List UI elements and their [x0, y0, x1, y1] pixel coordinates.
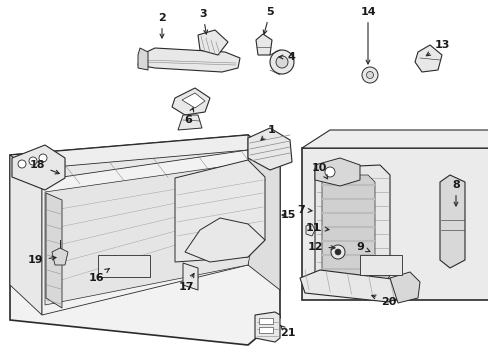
- Bar: [359, 255, 401, 275]
- Polygon shape: [321, 175, 374, 278]
- Text: 10: 10: [311, 163, 327, 179]
- Text: 16: 16: [88, 269, 109, 283]
- Polygon shape: [314, 165, 389, 285]
- Polygon shape: [138, 48, 148, 70]
- Polygon shape: [10, 155, 42, 315]
- Polygon shape: [172, 88, 209, 115]
- Polygon shape: [42, 150, 247, 315]
- Text: 9: 9: [355, 242, 369, 252]
- Text: 7: 7: [296, 205, 311, 215]
- Polygon shape: [184, 218, 264, 262]
- Polygon shape: [254, 312, 280, 342]
- Polygon shape: [10, 135, 280, 345]
- Polygon shape: [247, 135, 280, 290]
- Polygon shape: [198, 30, 227, 55]
- Circle shape: [366, 72, 373, 78]
- Bar: [259, 327, 272, 333]
- Polygon shape: [46, 193, 62, 308]
- Polygon shape: [314, 158, 359, 186]
- Polygon shape: [183, 263, 198, 290]
- Circle shape: [330, 245, 345, 259]
- Circle shape: [334, 249, 340, 255]
- Text: 14: 14: [360, 7, 375, 64]
- Text: 11: 11: [305, 223, 328, 233]
- Polygon shape: [305, 224, 314, 236]
- Text: 19: 19: [28, 255, 56, 265]
- Circle shape: [361, 67, 377, 83]
- Text: 3: 3: [199, 9, 207, 34]
- Text: 1: 1: [261, 125, 275, 140]
- Circle shape: [275, 56, 287, 68]
- Text: 6: 6: [183, 108, 193, 125]
- Text: 15: 15: [280, 210, 295, 220]
- Polygon shape: [45, 163, 264, 305]
- Polygon shape: [389, 272, 419, 303]
- Polygon shape: [256, 34, 271, 55]
- Polygon shape: [52, 248, 68, 265]
- Circle shape: [18, 160, 26, 168]
- Polygon shape: [10, 135, 280, 180]
- Polygon shape: [439, 175, 464, 268]
- Text: 18: 18: [30, 160, 59, 174]
- Text: 12: 12: [307, 242, 334, 252]
- Polygon shape: [20, 150, 267, 188]
- Polygon shape: [12, 145, 65, 190]
- Polygon shape: [302, 148, 488, 300]
- Polygon shape: [299, 270, 407, 302]
- Circle shape: [269, 50, 293, 74]
- Circle shape: [325, 167, 334, 177]
- Circle shape: [39, 154, 47, 162]
- Text: 5: 5: [263, 7, 273, 34]
- Polygon shape: [175, 160, 264, 262]
- Polygon shape: [414, 45, 441, 72]
- Text: 8: 8: [451, 180, 459, 206]
- Polygon shape: [138, 48, 240, 72]
- Text: 17: 17: [178, 274, 194, 292]
- Text: 21: 21: [280, 325, 295, 338]
- Text: 13: 13: [426, 40, 449, 56]
- Text: 20: 20: [371, 295, 395, 307]
- Circle shape: [29, 157, 37, 165]
- Polygon shape: [178, 115, 202, 130]
- Bar: [259, 318, 272, 324]
- Polygon shape: [182, 93, 204, 108]
- Bar: [98, 255, 150, 277]
- Text: 4: 4: [279, 52, 294, 62]
- Polygon shape: [247, 128, 291, 170]
- Polygon shape: [302, 130, 488, 148]
- Text: 2: 2: [158, 13, 165, 38]
